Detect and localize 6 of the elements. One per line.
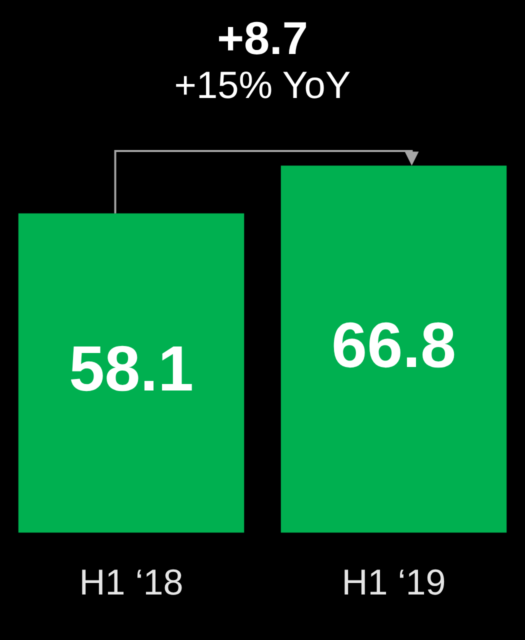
x-tick-label: H1 ‘18: [79, 561, 184, 602]
text: +8.7: [216, 12, 309, 64]
data-label: 58.1: [68, 332, 194, 405]
text: +15% YoY: [173, 64, 352, 108]
x-tick-label: H1 ‘19: [342, 561, 446, 602]
data-label: 66.8: [331, 308, 456, 381]
